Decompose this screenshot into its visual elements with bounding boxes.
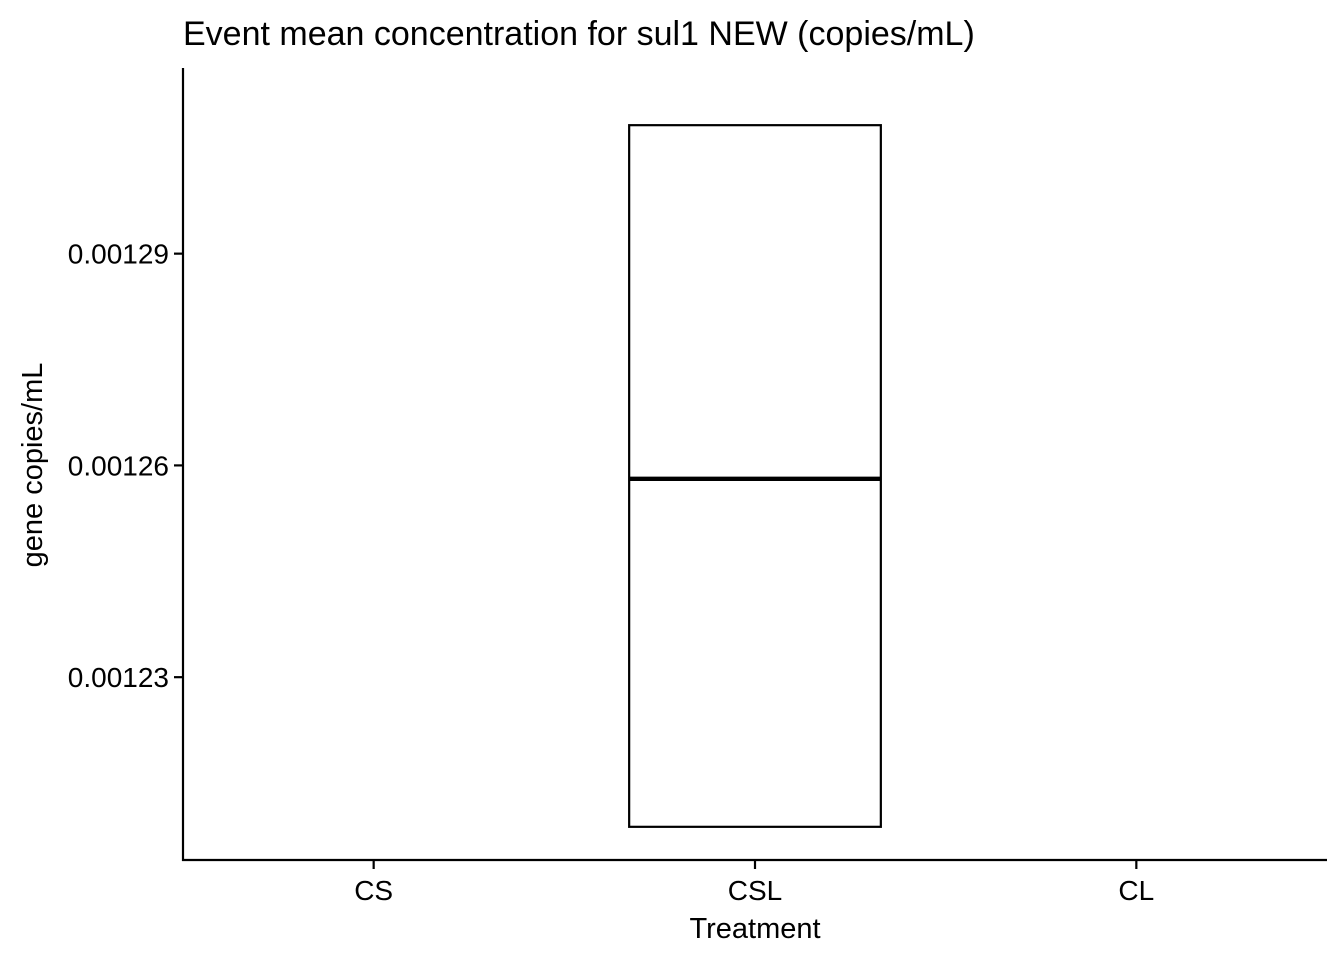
box-csl <box>628 124 882 828</box>
x-tick-label: CS <box>354 875 393 906</box>
plot-area <box>628 124 882 828</box>
y-tick-label: 0.00126 <box>68 450 169 481</box>
chart-title: Event mean concentration for sul1 NEW (c… <box>183 15 975 53</box>
y-tick-label: 0.00129 <box>68 239 169 270</box>
y-axis-title: gene copies/mL <box>17 363 49 568</box>
x-tick-label: CL <box>1118 875 1154 906</box>
x-tick-label: CSL <box>728 875 782 906</box>
y-axis-ticks: 0.00123 0.00126 0.00129 <box>68 239 183 693</box>
x-axis-ticks: CS CSL CL <box>354 860 1154 906</box>
x-axis-title: Treatment <box>689 913 820 945</box>
y-tick-label: 0.00123 <box>68 662 169 693</box>
